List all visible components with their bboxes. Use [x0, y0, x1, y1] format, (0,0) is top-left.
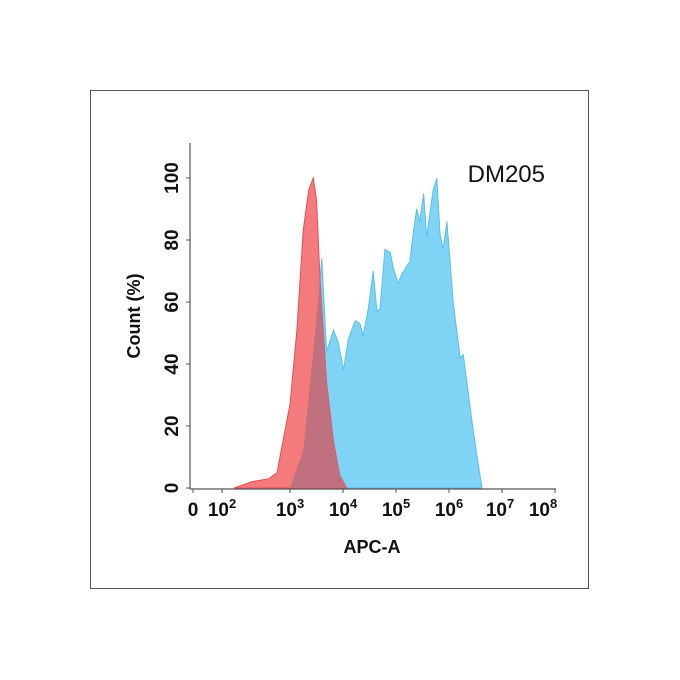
y-tick-label: 100	[162, 162, 183, 194]
x-tick-label: 104	[329, 496, 358, 521]
y-tick-label: 60	[162, 291, 183, 312]
x-axis-label: APC-A	[344, 537, 401, 557]
y-tick-label: 0	[162, 483, 183, 494]
x-tick-label: 0	[188, 500, 199, 521]
x-tick-label: 108	[529, 496, 557, 521]
figure-frame	[90, 90, 589, 589]
chart-title: DM205	[468, 161, 545, 188]
y-tick-label: 20	[162, 415, 183, 436]
series-blue-area	[289, 177, 483, 489]
x-tick-label: 103	[276, 496, 304, 521]
y-tick-label: 80	[162, 229, 183, 250]
x-tick-label: 106	[435, 496, 463, 521]
x-tick-label: 102	[208, 496, 236, 521]
y-axis-label: Count (%)	[124, 274, 144, 359]
x-tick-label: 105	[382, 496, 410, 521]
y-tick-label: 40	[162, 353, 183, 374]
x-tick-label: 107	[486, 496, 514, 521]
